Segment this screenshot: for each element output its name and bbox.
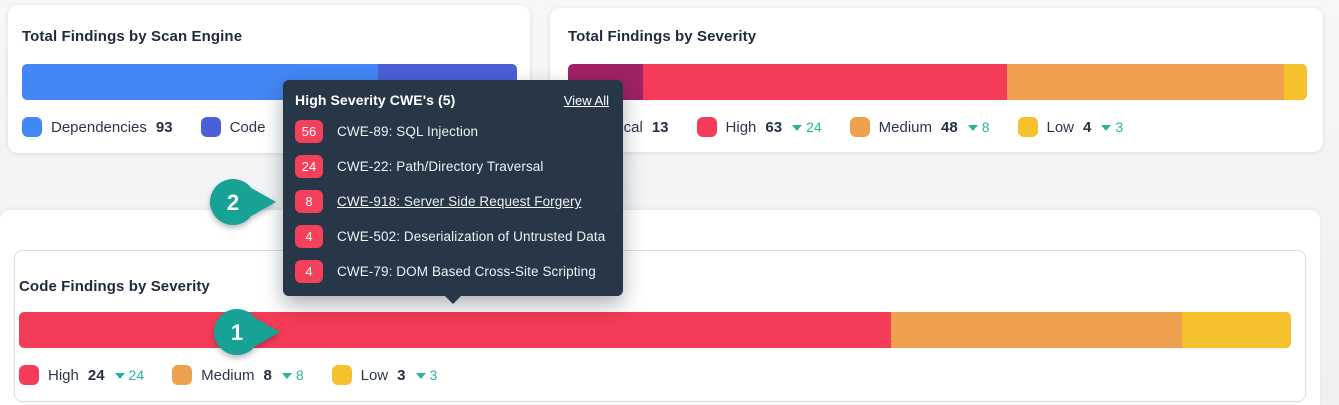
bar-segment-medium[interactable] [891,312,1182,348]
cwe-count-badge: 4 [295,260,323,283]
view-all-link[interactable]: View All [563,92,609,108]
legend-value: 93 [155,118,173,136]
legend-item-medium[interactable]: Medium 48 8 [849,117,990,137]
cwe-item-label: CWE-22: Path/Directory Traversal [337,159,544,174]
legend-value: 13 [651,118,669,136]
cwe-item-label: CWE-79: DOM Based Cross-Site Scripting [337,264,596,279]
legend-item-high[interactable]: High 24 24 [19,365,144,385]
bar-segment-low[interactable] [1283,64,1307,100]
scan-engine-title: Total Findings by Scan Engine [22,28,243,45]
delta-down-arrow-icon [415,373,426,379]
cwe-list-item[interactable]: 24 CWE-22: Path/Directory Traversal [295,155,609,178]
cwe-list-item[interactable]: 56 CWE-89: SQL Injection [295,120,609,143]
legend-label: Low [1046,118,1075,136]
code-severity-title: Code Findings by Severity [19,278,210,295]
legend-swatch [1017,117,1038,137]
legend-item-code[interactable]: Code [200,117,275,137]
legend-label: Medium [878,118,933,136]
bar-segment-medium[interactable] [1006,64,1284,100]
total-severity-title: Total Findings by Severity [568,28,757,45]
legend-delta-value: 3 [429,367,438,383]
legend-swatch [19,365,39,385]
cwe-item-label: CWE-89: SQL Injection [337,124,479,139]
legend-item-low[interactable]: Low 3 3 [331,365,438,385]
annotation-marker-1: 1 [212,307,282,364]
legend-item-medium[interactable]: Medium 8 8 [172,365,304,385]
bar-segment-high[interactable] [19,312,892,348]
bar-segment-high[interactable] [643,64,1007,100]
delta-down-arrow-icon [967,125,978,131]
code-severity-bar[interactable] [19,312,1291,348]
legend-item-high[interactable]: High 63 24 [696,117,822,137]
cwe-count-badge: 56 [295,120,323,143]
legend-item-dependencies[interactable]: Dependencies 93 [22,117,173,137]
cwe-item-label: CWE-502: Deserialization of Untrusted Da… [337,229,606,244]
legend-swatch [331,365,352,385]
delta-down-arrow-icon [792,125,803,131]
cwe-popover-title: High Severity CWE's (5) [295,92,456,108]
legend-delta: 8 [281,367,304,383]
delta-down-arrow-icon [281,373,292,379]
scan-engine-legend: Dependencies 93 Code [22,116,274,138]
legend-swatch [696,117,717,137]
legend-label: Low [360,366,389,384]
legend-delta-value: 24 [806,119,822,135]
cwe-list-item[interactable]: 4 CWE-502: Deserialization of Untrusted D… [295,225,609,248]
popover-caret-icon [445,296,461,304]
legend-value: 63 [765,118,783,136]
card-total-severity: Total Findings by Severity Critical13Hig… [550,8,1323,152]
total-severity-legend: Critical13High6324Medium488Low43 [568,116,1123,138]
legend-value: 8 [263,366,272,384]
legend-delta-value: 8 [981,119,990,135]
cwe-count-badge: 24 [295,155,323,178]
delta-down-arrow-icon [114,373,125,379]
legend-delta: 24 [114,367,145,383]
cwe-popover-header: High Severity CWE's (5) View All [295,90,609,108]
legend-label: Medium [201,366,255,384]
svg-text:1: 1 [231,320,243,345]
legend-value: 4 [1083,118,1092,136]
legend-swatch [849,117,870,137]
card-scan-engine: Total Findings by Scan Engine Dependenci… [8,5,530,153]
legend-value: 3 [397,366,406,384]
legend-delta-value: 24 [128,367,145,383]
bar-segment-low[interactable] [1181,312,1291,348]
cwe-count-badge: 4 [295,225,323,248]
card-code-severity: Code Findings by Severity High 24 24 Medium… [14,250,1306,402]
legend-label: High [48,366,79,384]
cwe-item-label: CWE-918: Server Side Request Forgery [337,194,582,209]
legend-delta-value: 3 [1115,119,1124,135]
legend-label: Dependencies [51,118,147,136]
legend-delta-value: 8 [295,367,304,383]
delta-down-arrow-icon [1101,125,1112,131]
cwe-list-item[interactable]: 4 CWE-79: DOM Based Cross-Site Scripting [295,260,609,283]
annotation-marker-2: 2 [208,177,278,234]
legend-item-low[interactable]: Low 4 3 [1017,117,1123,137]
legend-label: Code [229,118,266,136]
legend-swatch [22,117,42,137]
code-severity-legend: High 24 24 Medium 8 8 Low 3 3 [19,364,437,386]
legend-delta: 24 [792,119,822,135]
legend-swatch [200,117,221,137]
legend-label: High [725,118,757,136]
legend-value: 48 [941,118,958,136]
cwe-list-item[interactable]: 8 CWE-918: Server Side Request Forgery [295,190,609,213]
cwe-count-badge: 8 [295,190,323,213]
legend-swatch [172,365,193,385]
total-severity-bar[interactable] [568,64,1307,100]
legend-delta: 8 [967,119,990,135]
legend-delta: 3 [415,367,438,383]
legend-value: 24 [87,366,105,384]
cwe-popover: High Severity CWE's (5) View All 56 CWE-8… [283,80,623,304]
cwe-list: 56 CWE-89: SQL Injection 24 CWE-22: Path/Di… [295,120,609,283]
svg-text:2: 2 [227,190,239,215]
legend-delta: 3 [1101,119,1123,135]
